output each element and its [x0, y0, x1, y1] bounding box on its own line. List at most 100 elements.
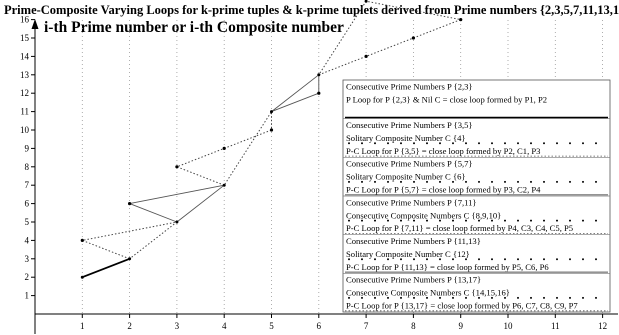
legend-marker: [478, 142, 480, 145]
legend-marker: [543, 142, 545, 145]
legend-marker: [387, 180, 389, 183]
legend-marker: [582, 258, 584, 261]
legend-marker: [582, 219, 584, 222]
loop-6: [318, 0, 462, 76]
composite-point-9: [459, 18, 463, 22]
loop-1: [81, 257, 131, 279]
y-tick-label: 10: [20, 125, 30, 135]
legend-marker: [400, 258, 402, 261]
legend-marker: [504, 142, 506, 145]
legend-marker: [413, 296, 415, 299]
legend-marker: [452, 142, 454, 145]
legend-text: P Loop for P {2,3} & Nil C = close loop …: [346, 94, 547, 104]
legend-marker: [387, 258, 389, 261]
y-tick-label: 5: [25, 217, 30, 227]
x-tick-label: 9: [458, 321, 463, 331]
legend-marker: [348, 142, 350, 145]
legend-marker: [569, 219, 571, 222]
legend-marker: [517, 180, 519, 183]
loops: [80, 0, 463, 279]
legend-marker: [413, 219, 415, 222]
legend-marker: [439, 142, 441, 145]
x-tick-label: 11: [551, 321, 560, 331]
composite-point-6: [317, 91, 321, 95]
legend-marker: [543, 258, 545, 261]
legend-marker: [374, 142, 376, 145]
x-tick-label: 4: [222, 321, 227, 331]
legend-text: P-C Loop for P {7,11} = close loop forme…: [346, 223, 573, 233]
legend-marker: [465, 180, 467, 183]
y-tick-label: 16: [20, 15, 30, 25]
legend-marker: [361, 180, 363, 183]
y-tick-label: 14: [20, 51, 30, 61]
legend-marker: [543, 296, 545, 299]
legend-marker: [465, 142, 467, 145]
legend-marker: [582, 296, 584, 299]
legend-marker: [452, 296, 454, 299]
x-tick-label: 5: [269, 321, 274, 331]
composite-point-5: [269, 128, 274, 132]
prime-point-3: [175, 220, 179, 224]
x-tick-label: 7: [364, 321, 369, 331]
legend-marker: [556, 258, 558, 261]
legend-marker: [400, 296, 402, 299]
legend-text: Consecutive Composite Numbers C {14,15,1…: [346, 288, 510, 298]
legend-marker: [556, 219, 558, 222]
legend-marker: [530, 296, 532, 299]
y-tick-label: 3: [25, 254, 30, 264]
legend-marker: [569, 142, 571, 145]
prime-point-4: [222, 183, 226, 187]
legend-marker: [595, 258, 597, 261]
legend-marker: [374, 180, 376, 183]
legend-marker: [478, 219, 480, 222]
legend-marker: [582, 142, 584, 145]
legend-text: P-C Loop for P {13,17} = close loop form…: [346, 301, 578, 311]
legend-marker: [465, 219, 467, 222]
legend-marker: [426, 296, 428, 299]
y-tick-label: 4: [25, 235, 30, 245]
composite-point-4: [222, 146, 226, 150]
legend-marker: [361, 219, 363, 222]
composite-point-1: [80, 238, 84, 242]
legend-marker: [465, 296, 467, 299]
prime-point-5: [270, 110, 273, 114]
legend-marker: [595, 296, 597, 299]
legend-marker: [504, 258, 506, 261]
legend-marker: [556, 142, 558, 145]
legend-marker: [348, 258, 350, 261]
y-tick-label: 12: [20, 88, 29, 98]
legend-marker: [348, 219, 350, 222]
legend-text: Consecutive Prime Numbers P {2,3}: [346, 81, 473, 91]
legend-marker: [595, 142, 597, 145]
y-tick-label: 13: [20, 70, 30, 80]
legend-marker: [439, 180, 441, 183]
chart-title: Prime-Composite Varying Loops for k-prim…: [4, 3, 619, 17]
legend-text: Solitary Composite Number C {12}: [346, 249, 470, 259]
legend-marker: [569, 258, 571, 261]
legend: Consecutive Prime Numbers P {2,3} P Loop …: [342, 79, 611, 313]
prime-point-1: [80, 275, 84, 279]
loop-2: [81, 221, 178, 260]
legend-marker: [595, 180, 597, 183]
legend-marker: [374, 296, 376, 299]
legend-text: Consecutive Prime Numbers P {13,17}: [346, 275, 481, 285]
y-tick-label: 9: [25, 143, 30, 153]
legend-marker: [517, 258, 519, 261]
legend-text: Consecutive Prime Numbers P {3,5}: [346, 120, 473, 130]
y-axis-label: i-th Prime number or i-th Composite numb…: [44, 19, 344, 36]
legend-marker: [387, 296, 389, 299]
legend-marker: [439, 296, 441, 299]
loop-3: [129, 184, 225, 223]
legend-marker: [452, 258, 454, 261]
legend-marker: [387, 142, 389, 145]
legend-text: P-C Loop for P {5,7} = close loop formed…: [346, 185, 541, 195]
legend-marker: [478, 258, 480, 261]
y-tick-label: 8: [25, 162, 30, 172]
legend-text: Consecutive Prime Numbers P {5,7}: [346, 159, 473, 169]
legend-marker: [413, 142, 415, 145]
legend-marker: [348, 296, 350, 299]
legend-marker: [361, 142, 363, 145]
legend-marker: [361, 296, 363, 299]
legend-marker: [556, 180, 558, 183]
legend-marker: [517, 296, 519, 299]
